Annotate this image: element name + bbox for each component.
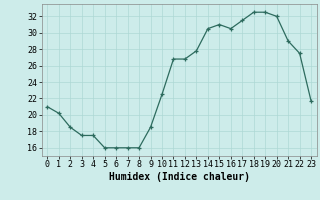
X-axis label: Humidex (Indice chaleur): Humidex (Indice chaleur) — [109, 172, 250, 182]
